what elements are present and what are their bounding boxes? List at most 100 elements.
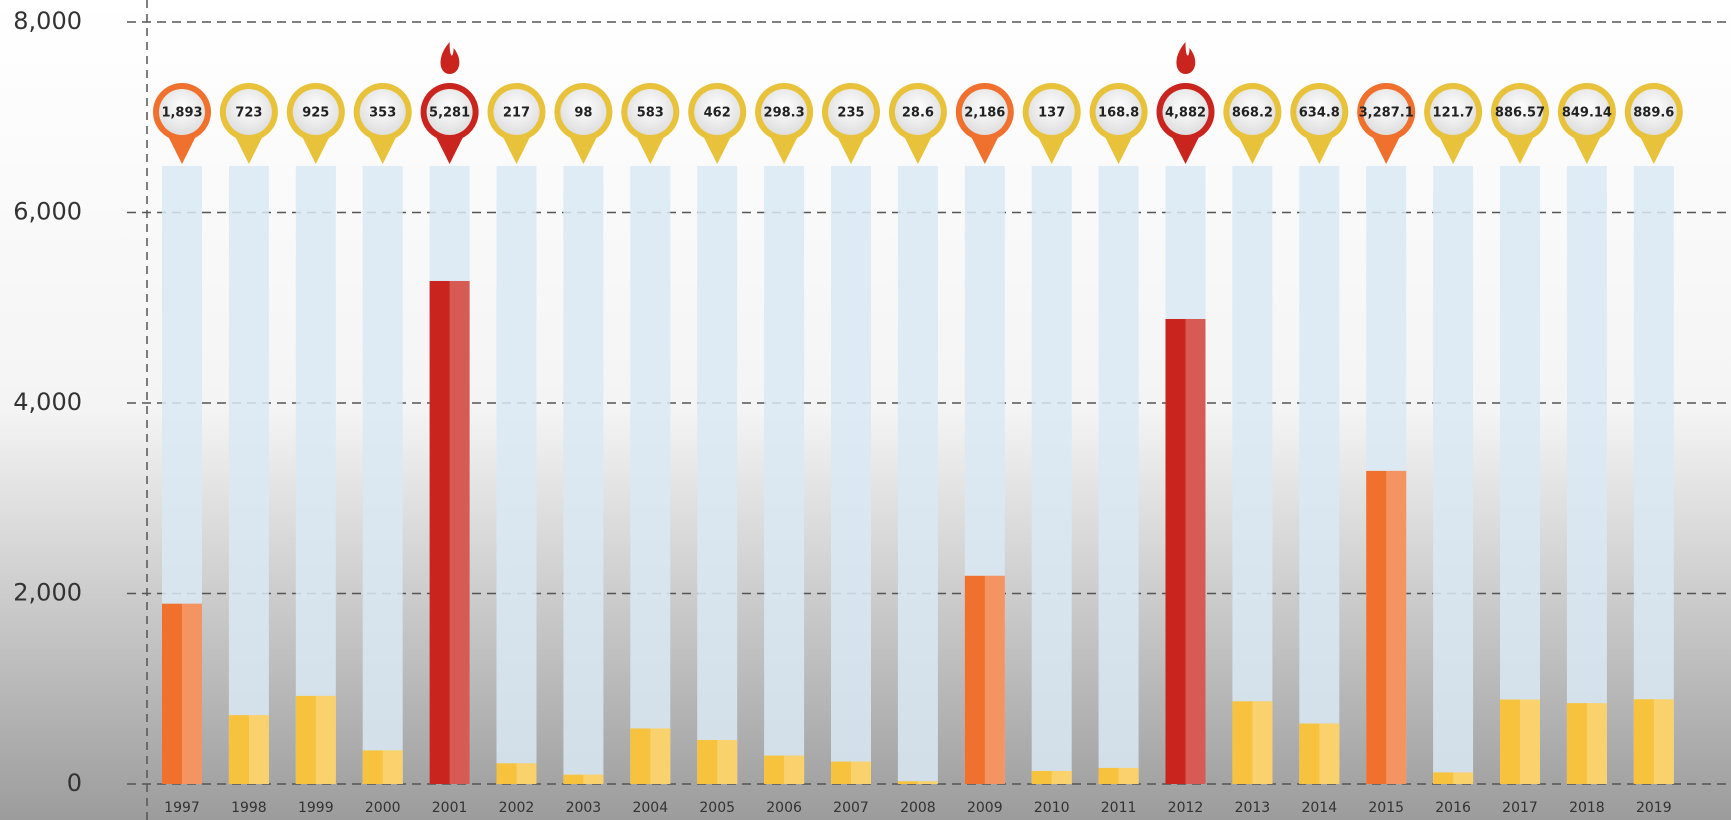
pin-face bbox=[1430, 89, 1477, 135]
y-tick-label: 8,000 bbox=[13, 7, 82, 35]
x-tick-label: 1997 bbox=[164, 800, 200, 816]
bar-track bbox=[1098, 166, 1139, 784]
bar-track bbox=[831, 166, 871, 784]
bar bbox=[1633, 699, 1674, 784]
bar bbox=[1566, 703, 1607, 784]
value-label: 298.3 bbox=[764, 106, 805, 121]
x-tick-label: 2004 bbox=[632, 800, 668, 816]
bar bbox=[964, 575, 1005, 784]
bar-shade bbox=[248, 715, 269, 784]
value-label: 235 bbox=[837, 106, 864, 121]
x-tick-label: 2002 bbox=[499, 800, 535, 816]
x-tick-label: 2009 bbox=[967, 800, 1003, 816]
bar-track bbox=[897, 166, 938, 784]
bar-shade bbox=[917, 781, 938, 784]
x-tick-label: 2012 bbox=[1168, 800, 1204, 816]
bar-track bbox=[697, 166, 738, 784]
pin-face bbox=[560, 89, 607, 135]
value-label: 217 bbox=[503, 106, 530, 121]
value-label: 2,186 bbox=[964, 106, 1005, 121]
pin-face bbox=[1095, 89, 1142, 135]
x-tick-label: 2006 bbox=[766, 800, 802, 816]
x-tick-label: 2003 bbox=[566, 800, 602, 816]
bar bbox=[897, 781, 938, 784]
bar-track bbox=[362, 166, 403, 784]
bar-track bbox=[1232, 166, 1273, 784]
bar-track bbox=[295, 166, 336, 784]
value-label: 98 bbox=[574, 106, 592, 121]
bar bbox=[295, 695, 336, 784]
bar bbox=[496, 763, 537, 784]
pin-face bbox=[426, 89, 473, 135]
value-label: 1,893 bbox=[161, 106, 202, 121]
x-tick-label: 2005 bbox=[699, 800, 735, 816]
x-tick-label: 2013 bbox=[1235, 800, 1271, 816]
value-label: 121.7 bbox=[1433, 106, 1474, 121]
bar-shade bbox=[1453, 772, 1474, 784]
bar-track bbox=[1299, 166, 1340, 784]
pin-face bbox=[828, 89, 874, 135]
bar-shade bbox=[984, 575, 1005, 784]
bar bbox=[697, 739, 738, 784]
bar-shade bbox=[1185, 318, 1206, 784]
x-tick-label: 2000 bbox=[365, 800, 401, 816]
pin-face bbox=[1497, 89, 1543, 135]
pin-face bbox=[292, 89, 339, 135]
value-label: 889.6 bbox=[1633, 106, 1674, 121]
bar bbox=[1433, 772, 1474, 784]
bar bbox=[1031, 770, 1072, 784]
pin-face bbox=[627, 89, 674, 135]
fire-icon bbox=[440, 42, 460, 74]
x-tick-label: 2007 bbox=[833, 800, 869, 816]
bar-shade bbox=[1386, 470, 1407, 784]
pin-face bbox=[1363, 89, 1410, 135]
value-label: 868.2 bbox=[1232, 106, 1273, 121]
bar bbox=[362, 750, 403, 784]
value-label: 353 bbox=[369, 106, 396, 121]
value-label: 28.6 bbox=[902, 106, 934, 121]
bar-track bbox=[630, 166, 671, 784]
bar bbox=[162, 603, 202, 784]
bar bbox=[1165, 318, 1206, 784]
pin-face bbox=[1630, 89, 1677, 135]
value-label: 886.57 bbox=[1495, 106, 1545, 121]
y-tick-label: 0 bbox=[67, 769, 82, 797]
bar-track bbox=[1500, 166, 1540, 784]
bar-shade bbox=[449, 280, 470, 784]
value-label: 5,281 bbox=[429, 106, 470, 121]
x-tick-label: 2011 bbox=[1101, 800, 1137, 816]
bar-shade bbox=[1118, 767, 1139, 784]
bar-shade bbox=[1319, 723, 1340, 784]
bar bbox=[1366, 470, 1407, 784]
bar bbox=[1098, 767, 1139, 784]
pin-face bbox=[493, 89, 540, 135]
x-tick-label: 2018 bbox=[1569, 800, 1605, 816]
value-label: 583 bbox=[637, 106, 664, 121]
value-label: 4,882 bbox=[1165, 106, 1206, 121]
y-tick-label: 4,000 bbox=[13, 388, 82, 416]
bar-track bbox=[1633, 166, 1674, 784]
pin-face bbox=[1229, 89, 1276, 135]
value-label: 168.8 bbox=[1098, 106, 1139, 121]
bar-track bbox=[1031, 166, 1072, 784]
bar-shade bbox=[784, 755, 805, 784]
pin-face bbox=[359, 89, 406, 135]
x-tick-label: 1998 bbox=[231, 800, 267, 816]
bar bbox=[1232, 701, 1273, 784]
value-label: 137 bbox=[1038, 106, 1065, 121]
pin-face bbox=[894, 89, 941, 135]
value-label: 462 bbox=[704, 106, 731, 121]
x-tick-label: 1999 bbox=[298, 800, 334, 816]
value-label: 634.8 bbox=[1299, 106, 1340, 121]
value-label: 925 bbox=[302, 106, 329, 121]
bar bbox=[429, 280, 470, 784]
bar-shade bbox=[1586, 703, 1607, 784]
bar-shade bbox=[583, 774, 604, 784]
bar bbox=[764, 755, 805, 784]
bar bbox=[630, 728, 671, 784]
y-tick-label: 6,000 bbox=[13, 198, 82, 226]
bar bbox=[563, 774, 604, 784]
bar-shade bbox=[382, 750, 403, 784]
pin-face bbox=[1028, 89, 1075, 135]
